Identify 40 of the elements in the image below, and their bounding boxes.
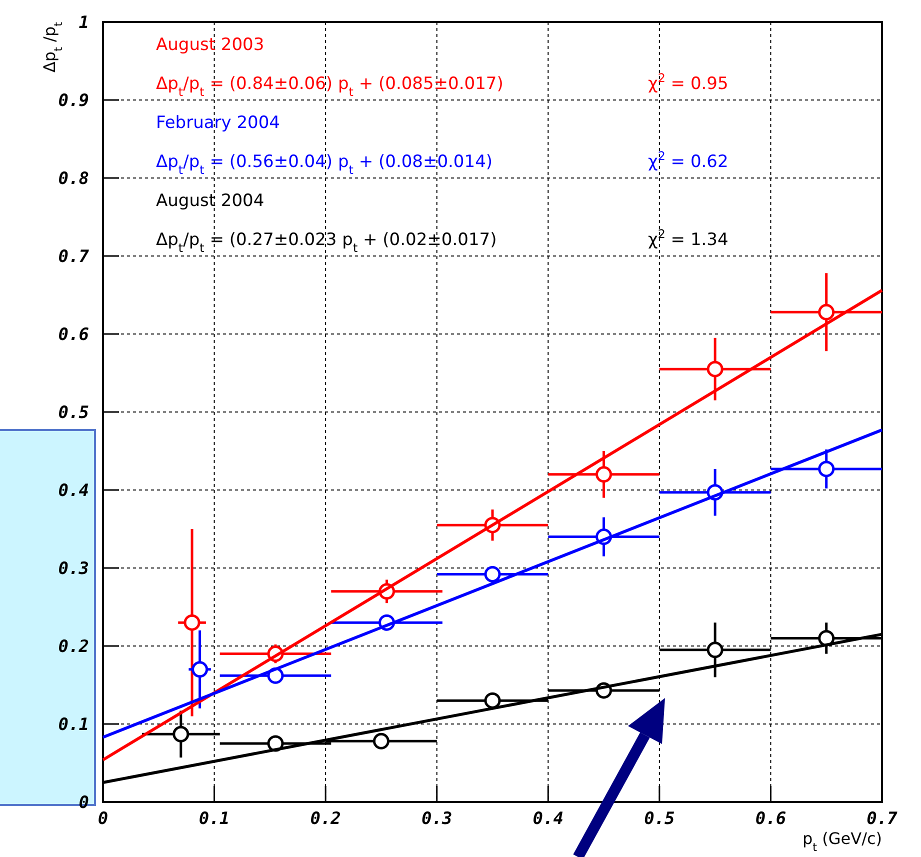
y-tick-label: 0.8 [58, 169, 89, 189]
y-tick-label: 0.2 [58, 637, 89, 657]
x-tick-label: 0.6 [755, 809, 786, 829]
x-tick-label: 0.1 [198, 809, 230, 829]
y-tick-label: 0.7 [58, 247, 90, 267]
point [184, 614, 200, 631]
point [484, 566, 501, 582]
point [596, 466, 612, 483]
y-tick-label: 1 [78, 13, 89, 33]
point [172, 726, 190, 742]
y-tick-label: 0 [78, 793, 89, 813]
y-tick-label: 0.9 [58, 91, 89, 111]
annotation: Δp$_{t}$/p$_{t}$ = (0.56±0.04) p$_{t}$ + (0.08±0.014) [156, 152, 493, 177]
annotation: Δp$_{t}$/p$_{t}$ = (0.27±0.023 p$_{t}$ + (0.02±0.017) [156, 230, 497, 255]
point [372, 732, 390, 750]
point [818, 460, 835, 478]
x-tick-label: 0.3 [422, 809, 452, 829]
x-tick-label: 0.2 [310, 809, 341, 829]
x-axis-title: p$_{t}$ (GeV/c) [802, 829, 882, 854]
y-tick-label: 0.4 [58, 481, 89, 501]
annotation: χ$^{2}$ = 1.34 [648, 227, 728, 250]
point [818, 304, 835, 320]
annotation: February 2004 [156, 113, 280, 133]
x-tick-label: 0.4 [532, 809, 564, 829]
point [192, 661, 208, 678]
annotation: Δp$_{t}$/p$_{t}$ = (0.84±0.06) p$_{t}$ + (0.085±0.017) [156, 74, 504, 99]
y-tick-label: 0.6 [58, 325, 89, 345]
annotation: August 2003 [156, 35, 264, 55]
x-tick-label: 0.5 [644, 809, 675, 829]
annotation: χ$^{2}$ = 0.62 [648, 149, 728, 172]
x-tick-label: 0.7 [866, 809, 898, 829]
y-tick-label: 0.1 [58, 715, 89, 735]
point [706, 642, 724, 658]
annotation: χ$^{2}$ = 0.95 [648, 71, 728, 94]
y-tick-label: 0.3 [58, 559, 89, 579]
x-tick-label: 0 [98, 809, 108, 829]
annotation: August 2004 [156, 191, 264, 211]
point [706, 360, 724, 378]
y-tick-label: 0.5 [58, 403, 89, 423]
point [484, 692, 501, 709]
